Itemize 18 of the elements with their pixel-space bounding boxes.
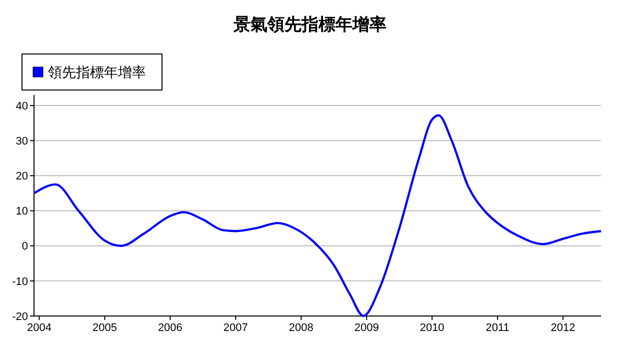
chart-title: 景氣領先指標年增率 <box>232 15 386 35</box>
x-tick-label: 2005 <box>92 322 117 334</box>
y-tick-label: 30 <box>16 135 28 148</box>
y-tick-label: -20 <box>12 310 28 323</box>
x-tick-label: 2009 <box>354 322 379 334</box>
x-tick-label: 2008 <box>288 322 314 334</box>
legend-label: 領先指標年增率 <box>48 64 146 80</box>
y-tick-label: 10 <box>16 206 28 218</box>
x-tick-label: 2004 <box>26 322 52 334</box>
y-tick-label: 20 <box>16 170 28 183</box>
y-tick-label: 0 <box>22 240 28 253</box>
x-tick-label: 2006 <box>158 322 182 334</box>
x-tick-label: 2011 <box>486 322 510 334</box>
x-tick-label: 2012 <box>550 322 576 334</box>
y-tick-label: 40 <box>16 100 28 112</box>
x-tick-label: 2007 <box>223 322 248 334</box>
y-tick-label: -10 <box>12 276 28 288</box>
x-tick-label: 2010 <box>420 322 444 334</box>
